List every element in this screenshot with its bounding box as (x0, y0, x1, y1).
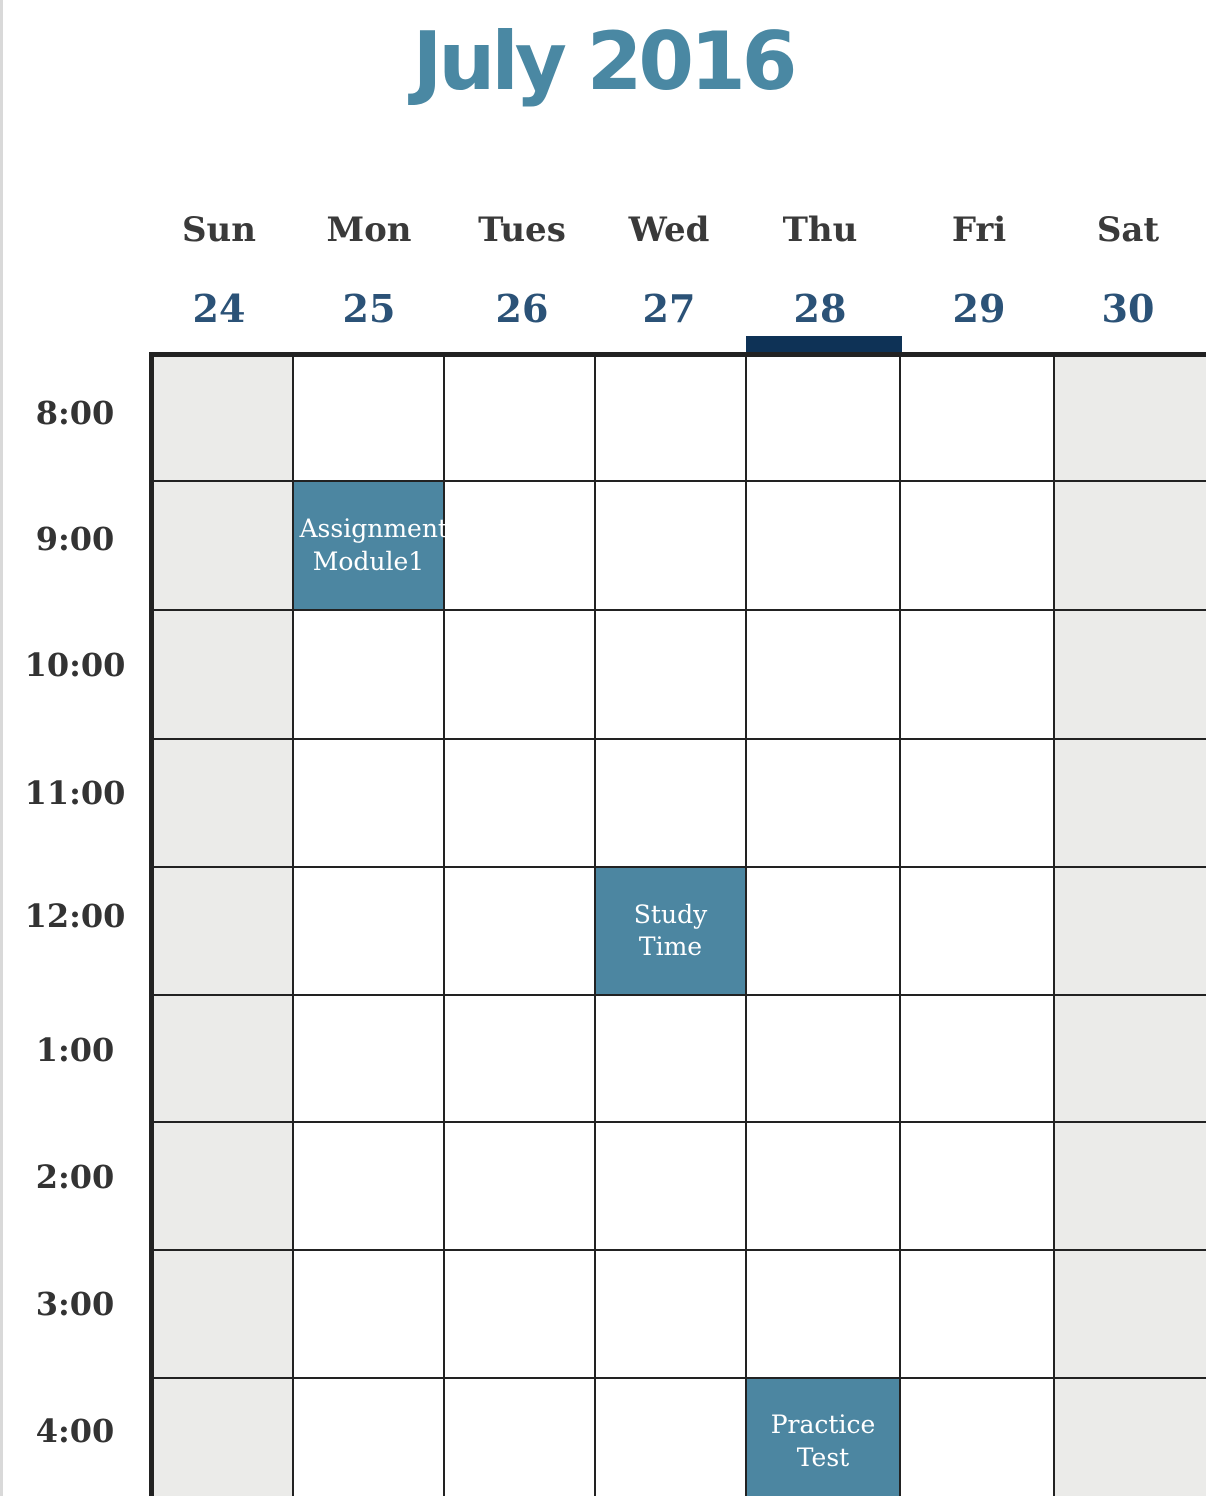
time-slot-cell[interactable] (747, 996, 901, 1123)
event-block[interactable]: Practice Test (747, 1379, 899, 1496)
time-slot-cell[interactable] (901, 357, 1055, 482)
day-name-wed: Wed (628, 210, 710, 250)
time-slot-cell[interactable] (901, 1251, 1055, 1379)
time-slot-cell[interactable] (445, 996, 596, 1123)
day-name-thu: Thu (782, 210, 858, 250)
time-slot-cell[interactable] (901, 740, 1055, 868)
event-title: Assignment Module1 (299, 514, 448, 576)
time-slot-cell[interactable] (294, 996, 445, 1123)
time-label: 3:00 (35, 1285, 115, 1323)
time-slot-cell[interactable] (596, 482, 747, 611)
time-slot-cell[interactable] (294, 611, 445, 740)
time-slot-cell[interactable] (445, 1379, 596, 1496)
time-slot-cell[interactable] (154, 611, 294, 740)
day-date-thu[interactable]: 28 (793, 286, 847, 331)
left-edge-divider (0, 0, 3, 1496)
time-slot-cell[interactable] (445, 1251, 596, 1379)
week-grid: Assignment Module1 Study Time Practice Tes… (149, 352, 1206, 1496)
time-slot-cell[interactable] (445, 868, 596, 996)
time-slot-cell[interactable] (596, 357, 747, 482)
time-slot-cell[interactable] (294, 1123, 445, 1251)
time-slot-cell[interactable] (747, 482, 901, 611)
time-label: 10:00 (24, 646, 126, 684)
time-slot-cell[interactable] (596, 1251, 747, 1379)
time-slot-cell[interactable] (747, 740, 901, 868)
time-slot-cell[interactable] (1055, 357, 1206, 482)
day-name-tues: Tues (478, 210, 566, 250)
day-name-fri: Fri (951, 210, 1007, 250)
time-slot-cell[interactable] (154, 996, 294, 1123)
time-slot-cell[interactable] (1055, 996, 1206, 1123)
time-slot-cell[interactable] (154, 740, 294, 868)
time-label: 2:00 (35, 1158, 115, 1196)
day-date-fri[interactable]: 29 (952, 286, 1006, 331)
time-slot-cell[interactable] (154, 357, 294, 482)
time-slot-cell[interactable] (747, 357, 901, 482)
time-slot-cell[interactable] (154, 1379, 294, 1496)
time-slot-cell[interactable] (747, 611, 901, 740)
time-slot-cell[interactable] (596, 740, 747, 868)
time-slot-cell[interactable] (154, 1123, 294, 1251)
time-slot-cell[interactable] (1055, 1123, 1206, 1251)
time-slot-cell[interactable] (445, 482, 596, 611)
today-marker (746, 336, 902, 352)
time-slot-cell[interactable] (294, 1251, 445, 1379)
time-slot-cell[interactable] (294, 868, 445, 996)
event-title: Practice Test (770, 1410, 876, 1472)
time-slot-cell[interactable] (596, 611, 747, 740)
event-block[interactable]: Study Time (596, 868, 745, 994)
event-title: Study Time (633, 899, 708, 962)
time-slot-cell[interactable] (901, 996, 1055, 1123)
day-date-wed[interactable]: 27 (642, 286, 696, 331)
time-slot-cell[interactable] (596, 996, 747, 1123)
day-name-mon: Mon (326, 210, 412, 250)
time-slot-cell[interactable] (1055, 1379, 1206, 1496)
time-slot-cell[interactable] (596, 1379, 747, 1496)
time-slot-cell[interactable] (154, 1251, 294, 1379)
time-slot-cell[interactable] (901, 482, 1055, 611)
time-label: 1:00 (35, 1031, 115, 1069)
time-slot-cell[interactable] (1055, 868, 1206, 996)
time-slot-cell[interactable] (747, 1251, 901, 1379)
time-slot-cell[interactable] (445, 357, 596, 482)
time-slot-cell[interactable] (1055, 482, 1206, 611)
time-label: 8:00 (35, 394, 115, 432)
time-slot-cell[interactable] (747, 1123, 901, 1251)
time-slot-cell[interactable] (901, 868, 1055, 996)
time-slot-cell[interactable] (445, 1123, 596, 1251)
day-name-sun: Sun (182, 210, 256, 250)
day-date-mon[interactable]: 25 (342, 286, 396, 331)
time-slot-cell[interactable] (154, 482, 294, 611)
day-name-sat: Sat (1096, 210, 1160, 250)
time-slot-cell[interactable] (1055, 611, 1206, 740)
time-label: 4:00 (35, 1412, 115, 1450)
time-slot-cell[interactable] (294, 1379, 445, 1496)
time-slot-cell[interactable] (901, 1379, 1055, 1496)
time-slot-cell[interactable] (596, 1123, 747, 1251)
time-slot-cell[interactable] (901, 611, 1055, 740)
time-label: 11:00 (24, 774, 126, 812)
time-slot-cell[interactable] (294, 357, 445, 482)
day-date-sun[interactable]: 24 (192, 286, 246, 331)
time-slot-cell[interactable] (445, 611, 596, 740)
day-date-tues[interactable]: 26 (495, 286, 549, 331)
month-title: July 2016 (412, 15, 798, 108)
day-date-sat[interactable]: 30 (1101, 286, 1155, 331)
time-slot-cell[interactable] (1055, 740, 1206, 868)
time-label: 12:00 (24, 897, 126, 935)
time-slot-cell[interactable] (294, 740, 445, 868)
event-block[interactable]: Assignment Module1 (294, 482, 448, 609)
time-slot-cell[interactable] (901, 1123, 1055, 1251)
time-label: 9:00 (35, 520, 115, 558)
time-slot-cell[interactable] (747, 868, 901, 996)
time-slot-cell[interactable] (154, 868, 294, 996)
time-slot-cell[interactable] (1055, 1251, 1206, 1379)
time-slot-cell[interactable] (445, 740, 596, 868)
